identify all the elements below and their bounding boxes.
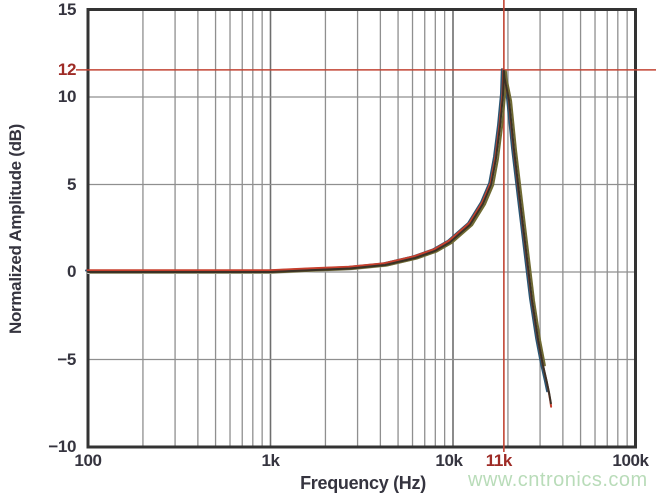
x-tick-label-100: 100 — [74, 451, 102, 470]
y-tick-label-m5: −5 — [57, 349, 76, 369]
y-tick-label-10: 10 — [57, 87, 77, 106]
x-axis-title: Frequency (Hz) — [300, 473, 426, 493]
series-olive — [89, 70, 546, 367]
y-tick-label-0: 0 — [66, 262, 76, 281]
y-tick-label-12: 12 — [57, 59, 77, 79]
y-axis-title: Normalized Amplitude (dB) — [6, 123, 25, 335]
x-tick-label-100k: 100k — [612, 451, 649, 470]
x-tick-label-11k: 11k — [485, 451, 513, 470]
x-tick-label-10k: 10k — [435, 451, 463, 470]
x-tick-label-1k: 1k — [261, 451, 280, 470]
y-tick-label-m10: −10 — [48, 437, 76, 456]
series-red — [86, 68, 553, 408]
series-blue — [85, 68, 549, 393]
series-dark — [87, 69, 552, 405]
y-tick-label-15: 15 — [57, 0, 77, 19]
y-tick-label-5: 5 — [66, 174, 76, 194]
watermark-text: www.cntronics.com — [468, 469, 648, 491]
series-silver — [87, 70, 548, 385]
plot-frame — [86, 8, 637, 449]
